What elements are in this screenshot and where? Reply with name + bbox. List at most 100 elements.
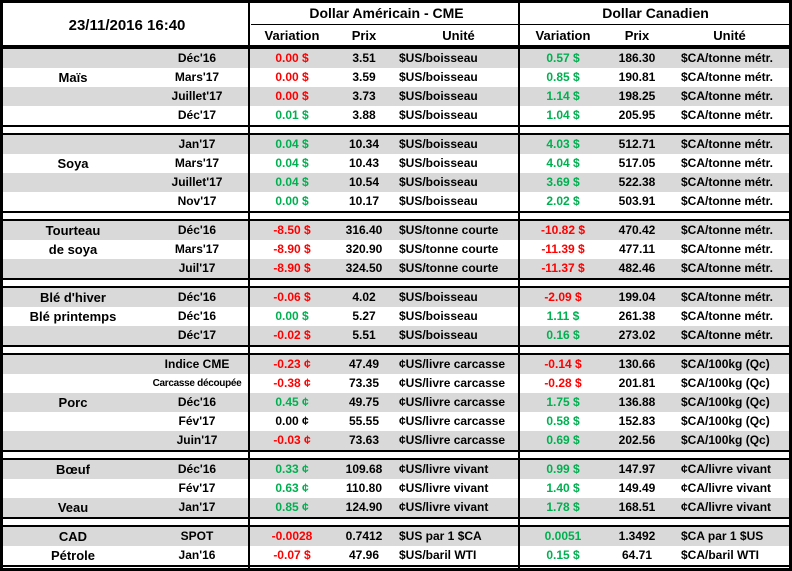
us-price: 3.51	[352, 51, 376, 65]
contract-month: Fév'17	[178, 414, 216, 428]
us-price: 316.40	[345, 223, 383, 237]
us-unit: $US/tonne courte	[399, 261, 499, 275]
ca-variation: 1.75 $	[546, 395, 580, 409]
us-price: 10.34	[348, 137, 380, 151]
ca-unit: $CA/tonne métr.	[681, 261, 774, 275]
ca-variation: 0.58 $	[546, 414, 580, 428]
us-variation: 0.85 ¢	[275, 500, 309, 514]
ca-variation: -2.09 $	[544, 290, 582, 304]
commodity-label	[3, 259, 143, 278]
us-unit: $US/boisseau	[399, 70, 478, 84]
us-unit: $US/boisseau	[399, 89, 478, 103]
us-variation: 0.00 $	[275, 194, 309, 208]
ca-price: 190.81	[618, 70, 656, 84]
commodity-label	[3, 479, 143, 498]
table-row: Nov'17 0.00 $ 10.17 $US/boisseau 2.02 $ 503.9…	[3, 192, 789, 211]
contract-month: Déc'16	[177, 395, 217, 409]
ca-unit: $CA/tonne métr.	[681, 223, 774, 237]
ca-variation: -11.39 $	[541, 242, 585, 256]
commodity-label: Soya	[57, 156, 89, 171]
ca-column-headers: Variation Prix Unité	[522, 25, 789, 47]
us-unit: $US/tonne courte	[399, 223, 499, 237]
us-variation: -0.07 $	[273, 548, 311, 562]
section-gap	[3, 347, 789, 353]
section-gap	[3, 213, 789, 219]
commodity-label: de soya	[48, 242, 98, 257]
ca-price: 261.38	[618, 309, 656, 323]
ca-unit: $CA/tonne métr.	[681, 89, 774, 103]
ca-price: 517.05	[618, 156, 656, 170]
table-row: Bœuf Déc'16 0.33 ¢ 109.68 ¢US/livre vivant 0.…	[3, 460, 789, 479]
us-unit: ¢US/livre vivant	[399, 500, 489, 514]
ca-price: 152.83	[618, 414, 656, 428]
ca-variation: 0.57 $	[546, 51, 580, 65]
section-gap	[3, 280, 789, 286]
commodity-label	[3, 135, 143, 154]
us-price: 47.96	[348, 548, 380, 562]
us-variation: -8.90 $	[273, 242, 311, 256]
us-variation: 0.00 ¢	[275, 414, 309, 428]
commodity-label	[3, 374, 143, 393]
us-price: 3.73	[352, 89, 376, 103]
ca-variation: -11.37 $	[541, 261, 585, 275]
us-price: 73.35	[348, 376, 380, 390]
table-row: Déc'16 0.00 $ 3.51 $US/boisseau 0.57 $ 186.30…	[3, 49, 789, 68]
table-row: Déc'17 -0.02 $ 5.51 $US/boisseau 0.16 $ 273.0…	[3, 326, 789, 345]
contract-month: Déc'16	[177, 51, 217, 65]
table-row: Blé printemps Déc'16 0.00 $ 5.27 $US/boissea…	[3, 307, 789, 326]
commodity-label: Veau	[57, 500, 89, 515]
us-variation: 0.00 $	[275, 70, 309, 84]
ca-price: 202.56	[618, 433, 656, 447]
us-variation: -8.50 $	[273, 223, 311, 237]
timestamp: 23/11/2016 16:40	[68, 16, 186, 34]
commodity-label: Bœuf	[56, 462, 90, 477]
ca-unit: $CA/tonne métr.	[681, 108, 774, 122]
commodity-label: Tourteau	[45, 223, 101, 238]
contract-month: Nov'17	[177, 194, 217, 208]
ca-variation: 1.14 $	[546, 89, 580, 103]
us-variation: 0.00 $	[275, 51, 309, 65]
contract-month: Déc'16	[177, 309, 217, 323]
table-row: CAD SPOT -0.0028 0.7412 $US par 1 $CA 0.0051 1…	[3, 527, 789, 546]
us-variation: -0.06 $	[273, 290, 311, 304]
table-row: Déc'17 0.01 $ 3.88 $US/boisseau 1.04 $ 205.95…	[3, 106, 789, 125]
section-gap	[3, 452, 789, 458]
section-boeuf-veau: Bœuf Déc'16 0.33 ¢ 109.68 ¢US/livre vivant 0.…	[3, 458, 789, 519]
us-unit: $US/tonne courte	[399, 242, 499, 256]
us-price: 3.59	[352, 70, 376, 84]
contract-month: Déc'17	[177, 328, 217, 342]
ca-unit: $CA/100kg (Qc)	[681, 433, 770, 447]
commodity-label	[3, 412, 143, 431]
us-variation: 0.45 ¢	[275, 395, 309, 409]
us-price: 10.43	[348, 156, 380, 170]
us-unit: ¢US/livre carcasse	[399, 395, 506, 409]
ca-unit: $CA/tonne métr.	[681, 242, 774, 256]
ca-unit: $CA/tonne métr.	[681, 70, 774, 84]
ca-price: 273.02	[618, 328, 656, 342]
us-price: 0.7412	[345, 529, 383, 543]
ca-unit: $CA/tonne métr.	[681, 290, 774, 304]
table-row: Fév'17 0.00 ¢ 55.55 ¢US/livre carcasse 0.58 …	[3, 412, 789, 431]
ca-variation: 0.0051	[544, 529, 582, 543]
table-row: Blé d'hiver Déc'16 -0.06 $ 4.02 $US/boisseau…	[3, 288, 789, 307]
ca-price: 149.49	[618, 481, 656, 495]
ca-price: 512.71	[618, 137, 656, 151]
table-row: Juil'17 -8.90 $ 324.50 $US/tonne courte -11.…	[3, 259, 789, 278]
us-variation: -8.90 $	[273, 261, 311, 275]
ca-price: 482.46	[618, 261, 656, 275]
us-price: 3.88	[352, 108, 376, 122]
ca-variation: 0.99 $	[546, 462, 580, 476]
ca-unit: ¢CA/livre vivant	[681, 462, 772, 476]
us-variation: -0.03 ¢	[273, 433, 311, 447]
table-row: Juillet'17 0.00 $ 3.73 $US/boisseau 1.14 $ 19…	[3, 87, 789, 106]
commodity-label	[3, 326, 143, 345]
contract-month: Jan'17	[178, 137, 216, 151]
ca-price: 470.42	[618, 223, 656, 237]
us-unit: $US par 1 $CA	[399, 529, 482, 543]
commodity-label: Maïs	[58, 70, 88, 85]
us-variation: 0.04 $	[275, 137, 309, 151]
ca-header-block: Dollar Canadien Variation Prix Unité	[522, 3, 789, 47]
column-header-prix: Prix	[351, 28, 377, 43]
table-row: Carcasse découpée -0.38 ¢ 73.35 ¢US/livre c…	[3, 374, 789, 393]
section-soya: Jan'17 0.04 $ 10.34 $US/boisseau 4.03 $ 512.7…	[3, 133, 789, 213]
